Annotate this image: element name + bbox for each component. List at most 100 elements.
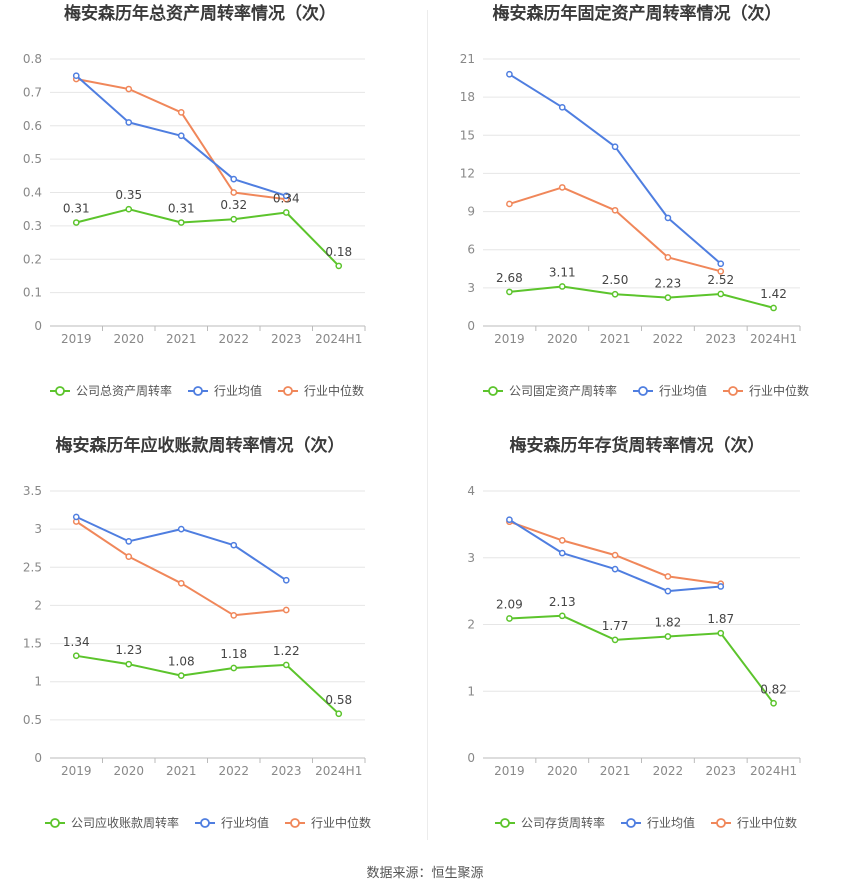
- y-tick-label: 0.1: [23, 286, 42, 300]
- legend-marker: [716, 818, 726, 828]
- y-tick-label: 18: [460, 90, 475, 104]
- legend-label: 公司总资产周转率: [76, 383, 172, 398]
- avg-point: [125, 119, 133, 126]
- avg-point: [282, 576, 290, 584]
- data-label: 1.34: [63, 635, 90, 649]
- y-tick-label: 0: [467, 751, 475, 765]
- x-tick-label: 2020: [113, 332, 144, 346]
- avg-point: [72, 513, 80, 521]
- fixed-asset-turnover-chart: 梅安森历年固定资产周转率情况（次） 0 3 6 9 12 15 18 21 2019 2020 202…: [460, 3, 809, 398]
- chart-title: 梅安森历年固定资产周转率情况（次）: [493, 3, 782, 24]
- avg-point: [664, 587, 672, 595]
- avg-point: [72, 72, 80, 80]
- data-label: 2.13: [549, 595, 576, 609]
- legend-item-median: 行业中位数: [723, 383, 809, 398]
- company-point: [72, 652, 80, 660]
- legend-marker: [728, 386, 738, 396]
- data-label: 2.23: [655, 277, 682, 291]
- legend-item-avg: 行业均值: [633, 383, 707, 398]
- avg-series-line: [508, 73, 722, 265]
- x-tick-label: 2021: [166, 764, 197, 778]
- median-point: [611, 551, 619, 559]
- avg-point: [177, 132, 185, 140]
- median-point: [282, 606, 290, 614]
- y-tick-label: 1: [34, 675, 42, 689]
- panel-divider: [427, 10, 428, 840]
- median-point: [558, 184, 566, 191]
- x-tick-label: 2024H1: [750, 764, 797, 778]
- legend-label: 公司应收账款周转率: [71, 815, 179, 830]
- company-point: [335, 262, 343, 270]
- legend-item-company: 公司固定资产周转率: [483, 383, 617, 398]
- avg-point: [125, 537, 133, 545]
- data-label: 1.82: [655, 616, 682, 630]
- inventory-turnover-chart: 梅安森历年存货周转率情况（次） 0 1 2 3 4 2019 2020 2021 2022 2023…: [467, 435, 801, 830]
- legend-label: 行业均值: [214, 383, 262, 398]
- x-tick-label: 2024H1: [315, 764, 362, 778]
- median-point: [230, 611, 238, 619]
- y-tick-label: 1.5: [23, 637, 42, 651]
- median-point: [230, 189, 238, 196]
- avg-point: [177, 525, 185, 533]
- company-point: [611, 636, 619, 644]
- avg-point: [506, 70, 513, 78]
- company-point: [282, 209, 290, 216]
- y-tick-label: 2: [34, 598, 42, 612]
- company-point: [282, 661, 290, 669]
- x-tick-label: 2023: [271, 764, 302, 778]
- y-tick-label: 0.3: [23, 219, 42, 233]
- company-point: [506, 288, 513, 296]
- legend-label: 行业均值: [659, 383, 707, 398]
- avg-point: [717, 583, 725, 590]
- median-point: [177, 109, 185, 116]
- company-point: [664, 633, 672, 640]
- avg-point: [611, 143, 619, 151]
- x-tick-label: 2019: [61, 332, 92, 346]
- median-point: [125, 553, 133, 560]
- company-point: [611, 290, 619, 298]
- x-tick-label: 2023: [705, 764, 736, 778]
- x-tick-label: 2023: [271, 332, 302, 346]
- legend-item-avg: 行业均值: [195, 815, 269, 830]
- legend-label: 行业中位数: [737, 815, 797, 830]
- median-series-line: [75, 520, 287, 617]
- median-point: [717, 267, 725, 275]
- company-series-line: [509, 285, 774, 309]
- y-tick-label: 0.7: [23, 85, 42, 99]
- chart-panel-receivables-turnover: 梅安森历年应收账款周转率情况（次） 0 0.5 1 1.5 2 2.5 3 3.5 2019 202…: [0, 432, 425, 864]
- x-tick-label: 2022: [218, 332, 249, 346]
- x-tick-label: 2024H1: [315, 332, 362, 346]
- x-tick-label: 2021: [600, 764, 631, 778]
- x-tick-label: 2020: [113, 764, 144, 778]
- legend-label: 公司固定资产周转率: [509, 383, 617, 398]
- company-point: [125, 660, 133, 668]
- avg-point: [230, 541, 238, 549]
- data-label: 1.42: [760, 287, 787, 301]
- data-label: 3.11: [549, 265, 576, 279]
- median-point: [664, 573, 672, 580]
- y-tick-label: 3: [467, 551, 475, 565]
- company-point: [717, 290, 725, 298]
- legend-item-median: 行业中位数: [278, 383, 364, 398]
- x-tick-label: 2021: [600, 332, 631, 346]
- legend-item-company: 公司总资产周转率: [50, 383, 172, 398]
- median-point: [125, 85, 133, 93]
- avg-point: [558, 103, 566, 111]
- median-point: [506, 200, 513, 208]
- y-tick-label: 0.2: [23, 252, 42, 266]
- avg-point: [664, 214, 672, 222]
- median-point: [558, 537, 566, 544]
- y-tick-label: 4: [467, 484, 475, 498]
- median-point: [177, 579, 185, 587]
- data-label: 2.52: [707, 273, 734, 287]
- data-label: 0.35: [115, 188, 142, 202]
- legend-item-avg: 行业均值: [188, 383, 262, 398]
- legend-item-median: 行业中位数: [285, 815, 371, 830]
- company-point: [230, 215, 238, 223]
- y-tick-label: 0.5: [23, 152, 42, 166]
- company-series-line: [76, 208, 340, 267]
- chart-panel-inventory-turnover: 梅安森历年存货周转率情况（次） 0 1 2 3 4 2019 2020 2021 2022 2023…: [425, 432, 850, 864]
- data-label: 0.58: [325, 693, 352, 707]
- avg-point: [506, 516, 513, 524]
- y-tick-label: 12: [460, 166, 475, 180]
